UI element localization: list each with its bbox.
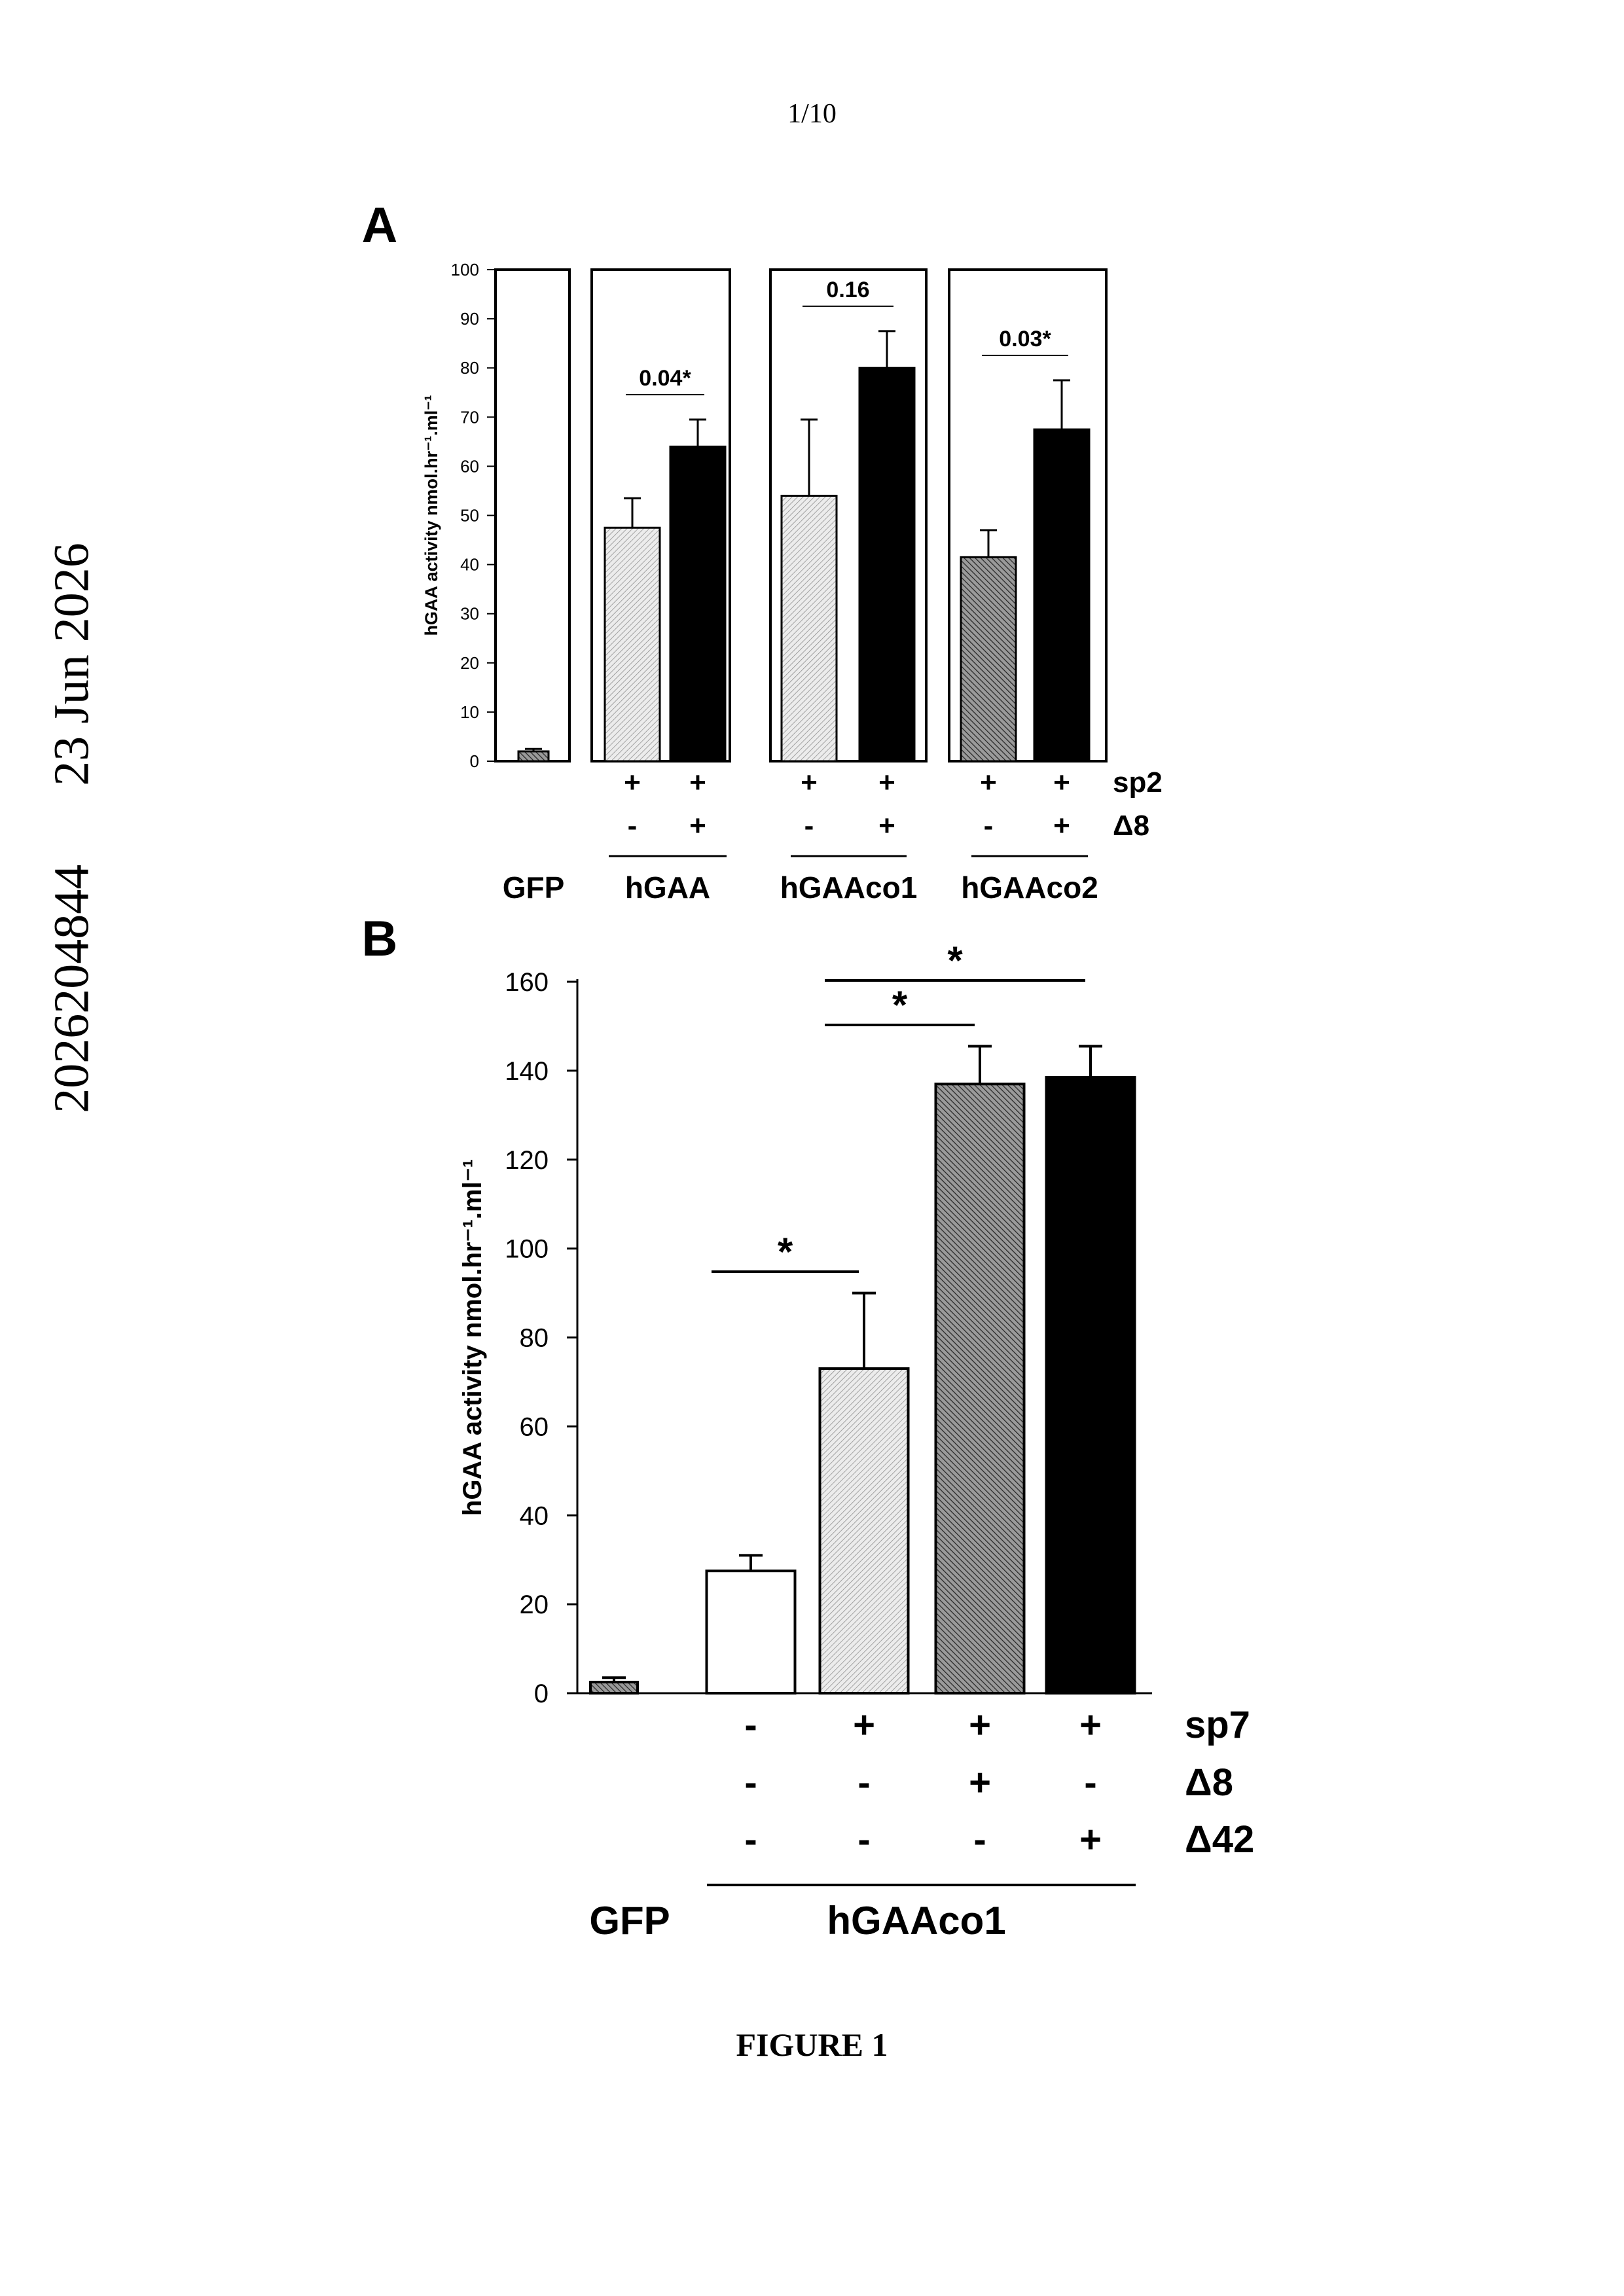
panel-b-y-tick-label: 100 xyxy=(505,1235,549,1264)
panel-b-bar xyxy=(820,1369,909,1693)
panel-b-condition-label-0: sp7 xyxy=(1185,1704,1250,1746)
panel-b-y-tick-label: 0 xyxy=(534,1679,549,1708)
panel-a-condition-mark: - xyxy=(984,810,994,842)
panel-a-y-axis-label: hGAA activity nmol.hr⁻¹.ml⁻¹ xyxy=(422,395,441,636)
panel-a-condition-mark: + xyxy=(980,766,997,798)
panel-b-bar xyxy=(1047,1077,1135,1693)
panel-a-bar xyxy=(961,557,1016,761)
panel-a-bar xyxy=(859,368,914,761)
panel-a-condition-mark: - xyxy=(804,810,814,842)
panel-a-y-tick-label: 60 xyxy=(460,456,479,476)
panel-a-bar xyxy=(782,495,837,761)
panel-a-condition-mark: + xyxy=(624,766,641,798)
panel-b-y-tick-label: 20 xyxy=(520,1590,549,1619)
panel-b-y-tick-label: 140 xyxy=(505,1057,549,1086)
panel-a-y-tick-label: 70 xyxy=(460,407,479,427)
panel-a-condition-mark: - xyxy=(628,810,638,842)
panel-a-group-label: hGAA xyxy=(625,870,710,905)
panel-b-condition-mark: - xyxy=(857,1761,870,1804)
panel-b-significance-star: * xyxy=(892,983,908,1027)
panel-a-p-value: 0.04* xyxy=(639,366,691,391)
panel-b-condition-mark: + xyxy=(969,1704,991,1746)
panel-b-bar xyxy=(936,1084,1024,1693)
panel-b-label: B xyxy=(362,911,398,967)
panel-b-significance-star: * xyxy=(778,1230,793,1274)
panel-b-y-axis-label: hGAA activity nmol.hr⁻¹.ml⁻¹ xyxy=(458,1159,487,1516)
panel-b-condition-mark: + xyxy=(969,1761,991,1804)
panel-a-group-label: GFP xyxy=(503,870,565,905)
panel-a-bar xyxy=(605,528,660,761)
panel-b-y-tick-label: 120 xyxy=(505,1146,549,1175)
panel-b-y-tick-label: 60 xyxy=(520,1412,549,1441)
panel-a-group-label: hGAAco1 xyxy=(780,870,918,905)
panel-b-y-tick-label: 160 xyxy=(505,968,549,997)
panel-b-condition-label-1: Δ8 xyxy=(1185,1761,1233,1804)
panel-a-condition-mark: + xyxy=(801,766,818,798)
panel-a-condition-mark: + xyxy=(1053,810,1070,842)
panel-b-condition-mark: - xyxy=(973,1818,986,1861)
panel-a-y-tick-label: 20 xyxy=(460,653,479,673)
panel-b: B 0 20 40 60 80 100 120 140 160 hGAA activity nmol… xyxy=(362,911,1255,1943)
panel-a-y-tick-label: 90 xyxy=(460,309,479,329)
panel-a-group-label: hGAAco2 xyxy=(961,870,1098,905)
panel-a: A 0 10 20 30 40 50 60 70 80 90 100 hGAA activity nmo… xyxy=(362,198,1163,905)
panel-b-bar xyxy=(590,1682,638,1693)
panel-a-condition-label-0: sp2 xyxy=(1113,766,1163,798)
panel-a-y-tick-label: 30 xyxy=(460,604,479,624)
panel-a-condition-mark: + xyxy=(878,766,895,798)
panel-a-p-value: 0.03* xyxy=(999,327,1051,351)
panel-a-bar xyxy=(1034,429,1089,761)
panel-b-group-label-hgaaco1: hGAAco1 xyxy=(827,1899,1005,1943)
panel-a-y-tick-label: 10 xyxy=(460,702,479,722)
panel-a-condition-mark: + xyxy=(689,810,706,842)
panel-b-condition-mark: + xyxy=(1079,1818,1102,1861)
panel-b-condition-label-2: Δ42 xyxy=(1185,1818,1254,1861)
panel-b-y-tick-label: 40 xyxy=(520,1501,549,1530)
panel-b-condition-mark: - xyxy=(744,1761,757,1804)
panel-a-y-tick-label: 50 xyxy=(460,506,479,526)
panel-a-frame xyxy=(496,270,569,761)
panel-b-significance-star: * xyxy=(947,939,963,982)
panel-a-condition-mark: + xyxy=(878,810,895,842)
panel-a-condition-mark: + xyxy=(689,766,706,798)
panel-a-y-tick-label: 0 xyxy=(470,751,479,771)
panel-b-condition-mark: - xyxy=(1084,1761,1096,1804)
panel-a-y-tick-label: 80 xyxy=(460,358,479,378)
panel-b-condition-mark: + xyxy=(1079,1704,1102,1746)
panel-b-condition-mark: + xyxy=(853,1704,875,1746)
panel-a-label: A xyxy=(362,198,398,253)
panel-a-bar xyxy=(670,446,725,761)
panel-b-condition-mark: - xyxy=(744,1818,757,1861)
panel-a-bar xyxy=(518,751,549,761)
panel-b-condition-mark: - xyxy=(857,1818,870,1861)
panel-a-y-tick-label: 40 xyxy=(460,555,479,575)
panel-b-condition-mark: - xyxy=(744,1704,757,1746)
panel-a-condition-mark: + xyxy=(1053,766,1070,798)
panel-b-y-tick-label: 80 xyxy=(520,1324,549,1353)
panel-b-group-label-gfp: GFP xyxy=(589,1899,670,1943)
panel-a-y-tick-label: 100 xyxy=(451,260,479,279)
panel-a-p-value: 0.16 xyxy=(826,278,869,302)
panel-a-condition-label-1: Δ8 xyxy=(1113,810,1149,842)
panel-b-bar xyxy=(707,1571,795,1693)
